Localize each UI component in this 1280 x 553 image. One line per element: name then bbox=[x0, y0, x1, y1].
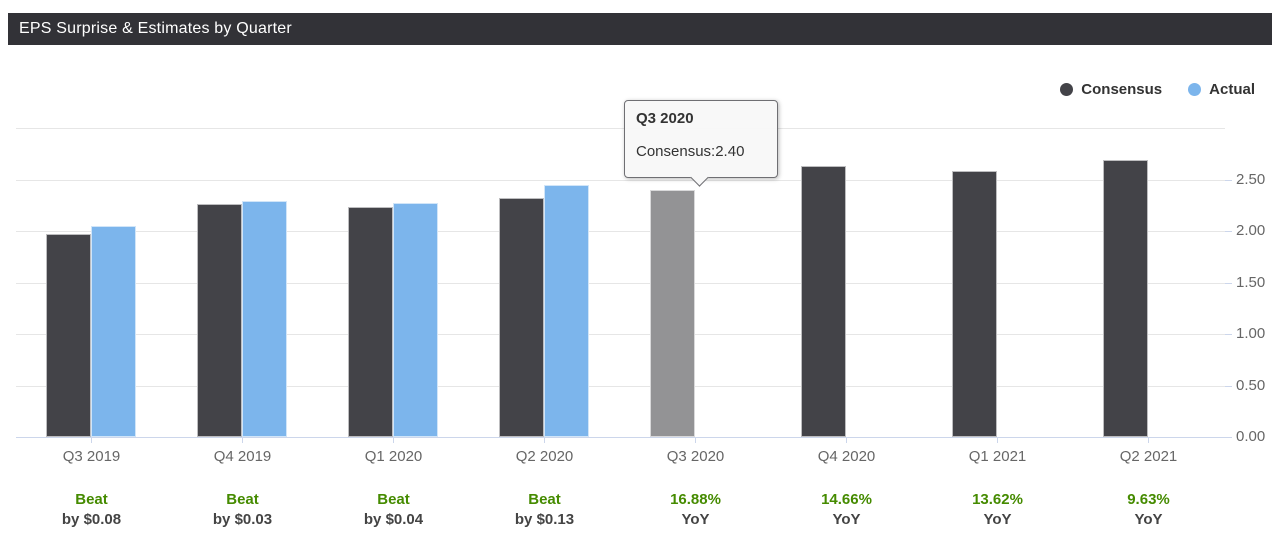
beat-amount-label: by $0.03 bbox=[212, 511, 273, 528]
y-axis-label: 2.00 bbox=[1236, 222, 1266, 239]
y-axis-tick bbox=[1225, 283, 1232, 284]
yoy-suffix-label: YoY bbox=[1134, 511, 1163, 528]
chart-legend: Consensus Actual bbox=[1015, 81, 1255, 98]
yoy-suffix-label: YoY bbox=[832, 511, 861, 528]
x-axis-category-label: Q1 2021 bbox=[968, 448, 1027, 465]
bar-consensus-q3-2020[interactable] bbox=[650, 190, 695, 437]
x-axis-tick bbox=[393, 437, 394, 443]
legend-item-consensus[interactable]: Consensus bbox=[1060, 81, 1162, 98]
yoy-percent-label: 16.88% bbox=[670, 491, 721, 508]
bar-consensus-q3-2019[interactable] bbox=[46, 234, 91, 437]
actual-marker-icon bbox=[1188, 82, 1202, 96]
gridline bbox=[16, 334, 1225, 335]
chart-tooltip: Q3 2020 Consensus:2.40 bbox=[624, 100, 778, 187]
x-axis-category-label: Q2 2020 bbox=[515, 448, 574, 465]
y-axis-label: 0.00 bbox=[1236, 428, 1266, 445]
x-axis-tick bbox=[997, 437, 998, 443]
bar-consensus-q4-2019[interactable] bbox=[197, 204, 242, 437]
x-axis-category-label: Q1 2020 bbox=[364, 448, 423, 465]
x-axis-tick bbox=[695, 437, 696, 443]
legend-item-actual[interactable]: Actual bbox=[1188, 81, 1255, 98]
panel-title: EPS Surprise & Estimates by Quarter bbox=[19, 20, 292, 37]
bar-consensus-q2-2020[interactable] bbox=[499, 198, 544, 437]
y-axis-tick bbox=[1225, 386, 1232, 387]
gridline bbox=[16, 231, 1225, 232]
x-axis-category-label: Q2 2021 bbox=[1119, 448, 1178, 465]
beat-label: Beat bbox=[75, 491, 108, 508]
beat-label: Beat bbox=[377, 491, 410, 508]
tooltip-consensus-value: Consensus:2.40 bbox=[636, 143, 745, 160]
y-axis-tick bbox=[1225, 437, 1232, 438]
x-axis-tick bbox=[1148, 437, 1149, 443]
yoy-percent-label: 13.62% bbox=[972, 491, 1023, 508]
bar-consensus-q2-2021[interactable] bbox=[1103, 160, 1148, 437]
x-axis-tick bbox=[242, 437, 243, 443]
bar-actual-q1-2020[interactable] bbox=[393, 203, 438, 437]
consensus-marker-icon bbox=[1060, 82, 1074, 96]
beat-amount-label: by $0.13 bbox=[514, 511, 575, 528]
x-axis-tick bbox=[846, 437, 847, 443]
y-axis-label: 0.50 bbox=[1236, 377, 1266, 394]
y-axis-label: 2.50 bbox=[1236, 171, 1266, 188]
y-axis-tick bbox=[1225, 231, 1232, 232]
beat-amount-label: by $0.04 bbox=[363, 511, 424, 528]
bar-actual-q4-2019[interactable] bbox=[242, 201, 287, 437]
legend-label-consensus: Consensus bbox=[1081, 80, 1163, 98]
x-axis-category-label: Q3 2019 bbox=[62, 448, 121, 465]
bar-consensus-q1-2020[interactable] bbox=[348, 207, 393, 437]
legend-label-actual: Actual bbox=[1209, 80, 1255, 98]
y-axis-tick bbox=[1225, 180, 1232, 181]
gridline bbox=[16, 386, 1225, 387]
bar-actual-q3-2019[interactable] bbox=[91, 226, 136, 437]
y-axis-tick bbox=[1225, 334, 1232, 335]
y-axis-label: 1.50 bbox=[1236, 274, 1266, 291]
tooltip-title: Q3 2020 bbox=[636, 110, 694, 127]
gridline bbox=[16, 283, 1225, 284]
bar-consensus-q4-2020[interactable] bbox=[801, 166, 846, 437]
bar-actual-q2-2020[interactable] bbox=[544, 185, 589, 437]
yoy-percent-label: 14.66% bbox=[821, 491, 872, 508]
panel-header: EPS Surprise & Estimates by Quarter bbox=[8, 13, 1272, 45]
yoy-suffix-label: YoY bbox=[983, 511, 1012, 528]
beat-label: Beat bbox=[528, 491, 561, 508]
x-axis-category-label: Q4 2019 bbox=[213, 448, 272, 465]
gridline bbox=[16, 180, 1225, 181]
beat-amount-label: by $0.08 bbox=[61, 511, 122, 528]
y-axis-label: 1.00 bbox=[1236, 325, 1266, 342]
gridline bbox=[16, 128, 1225, 129]
x-axis-category-label: Q3 2020 bbox=[666, 448, 725, 465]
x-axis-line bbox=[16, 437, 1225, 438]
beat-label: Beat bbox=[226, 491, 259, 508]
yoy-suffix-label: YoY bbox=[681, 511, 710, 528]
x-axis-category-label: Q4 2020 bbox=[817, 448, 876, 465]
x-axis-tick bbox=[544, 437, 545, 443]
bar-consensus-q1-2021[interactable] bbox=[952, 171, 997, 437]
yoy-percent-label: 9.63% bbox=[1127, 491, 1170, 508]
x-axis-tick bbox=[91, 437, 92, 443]
